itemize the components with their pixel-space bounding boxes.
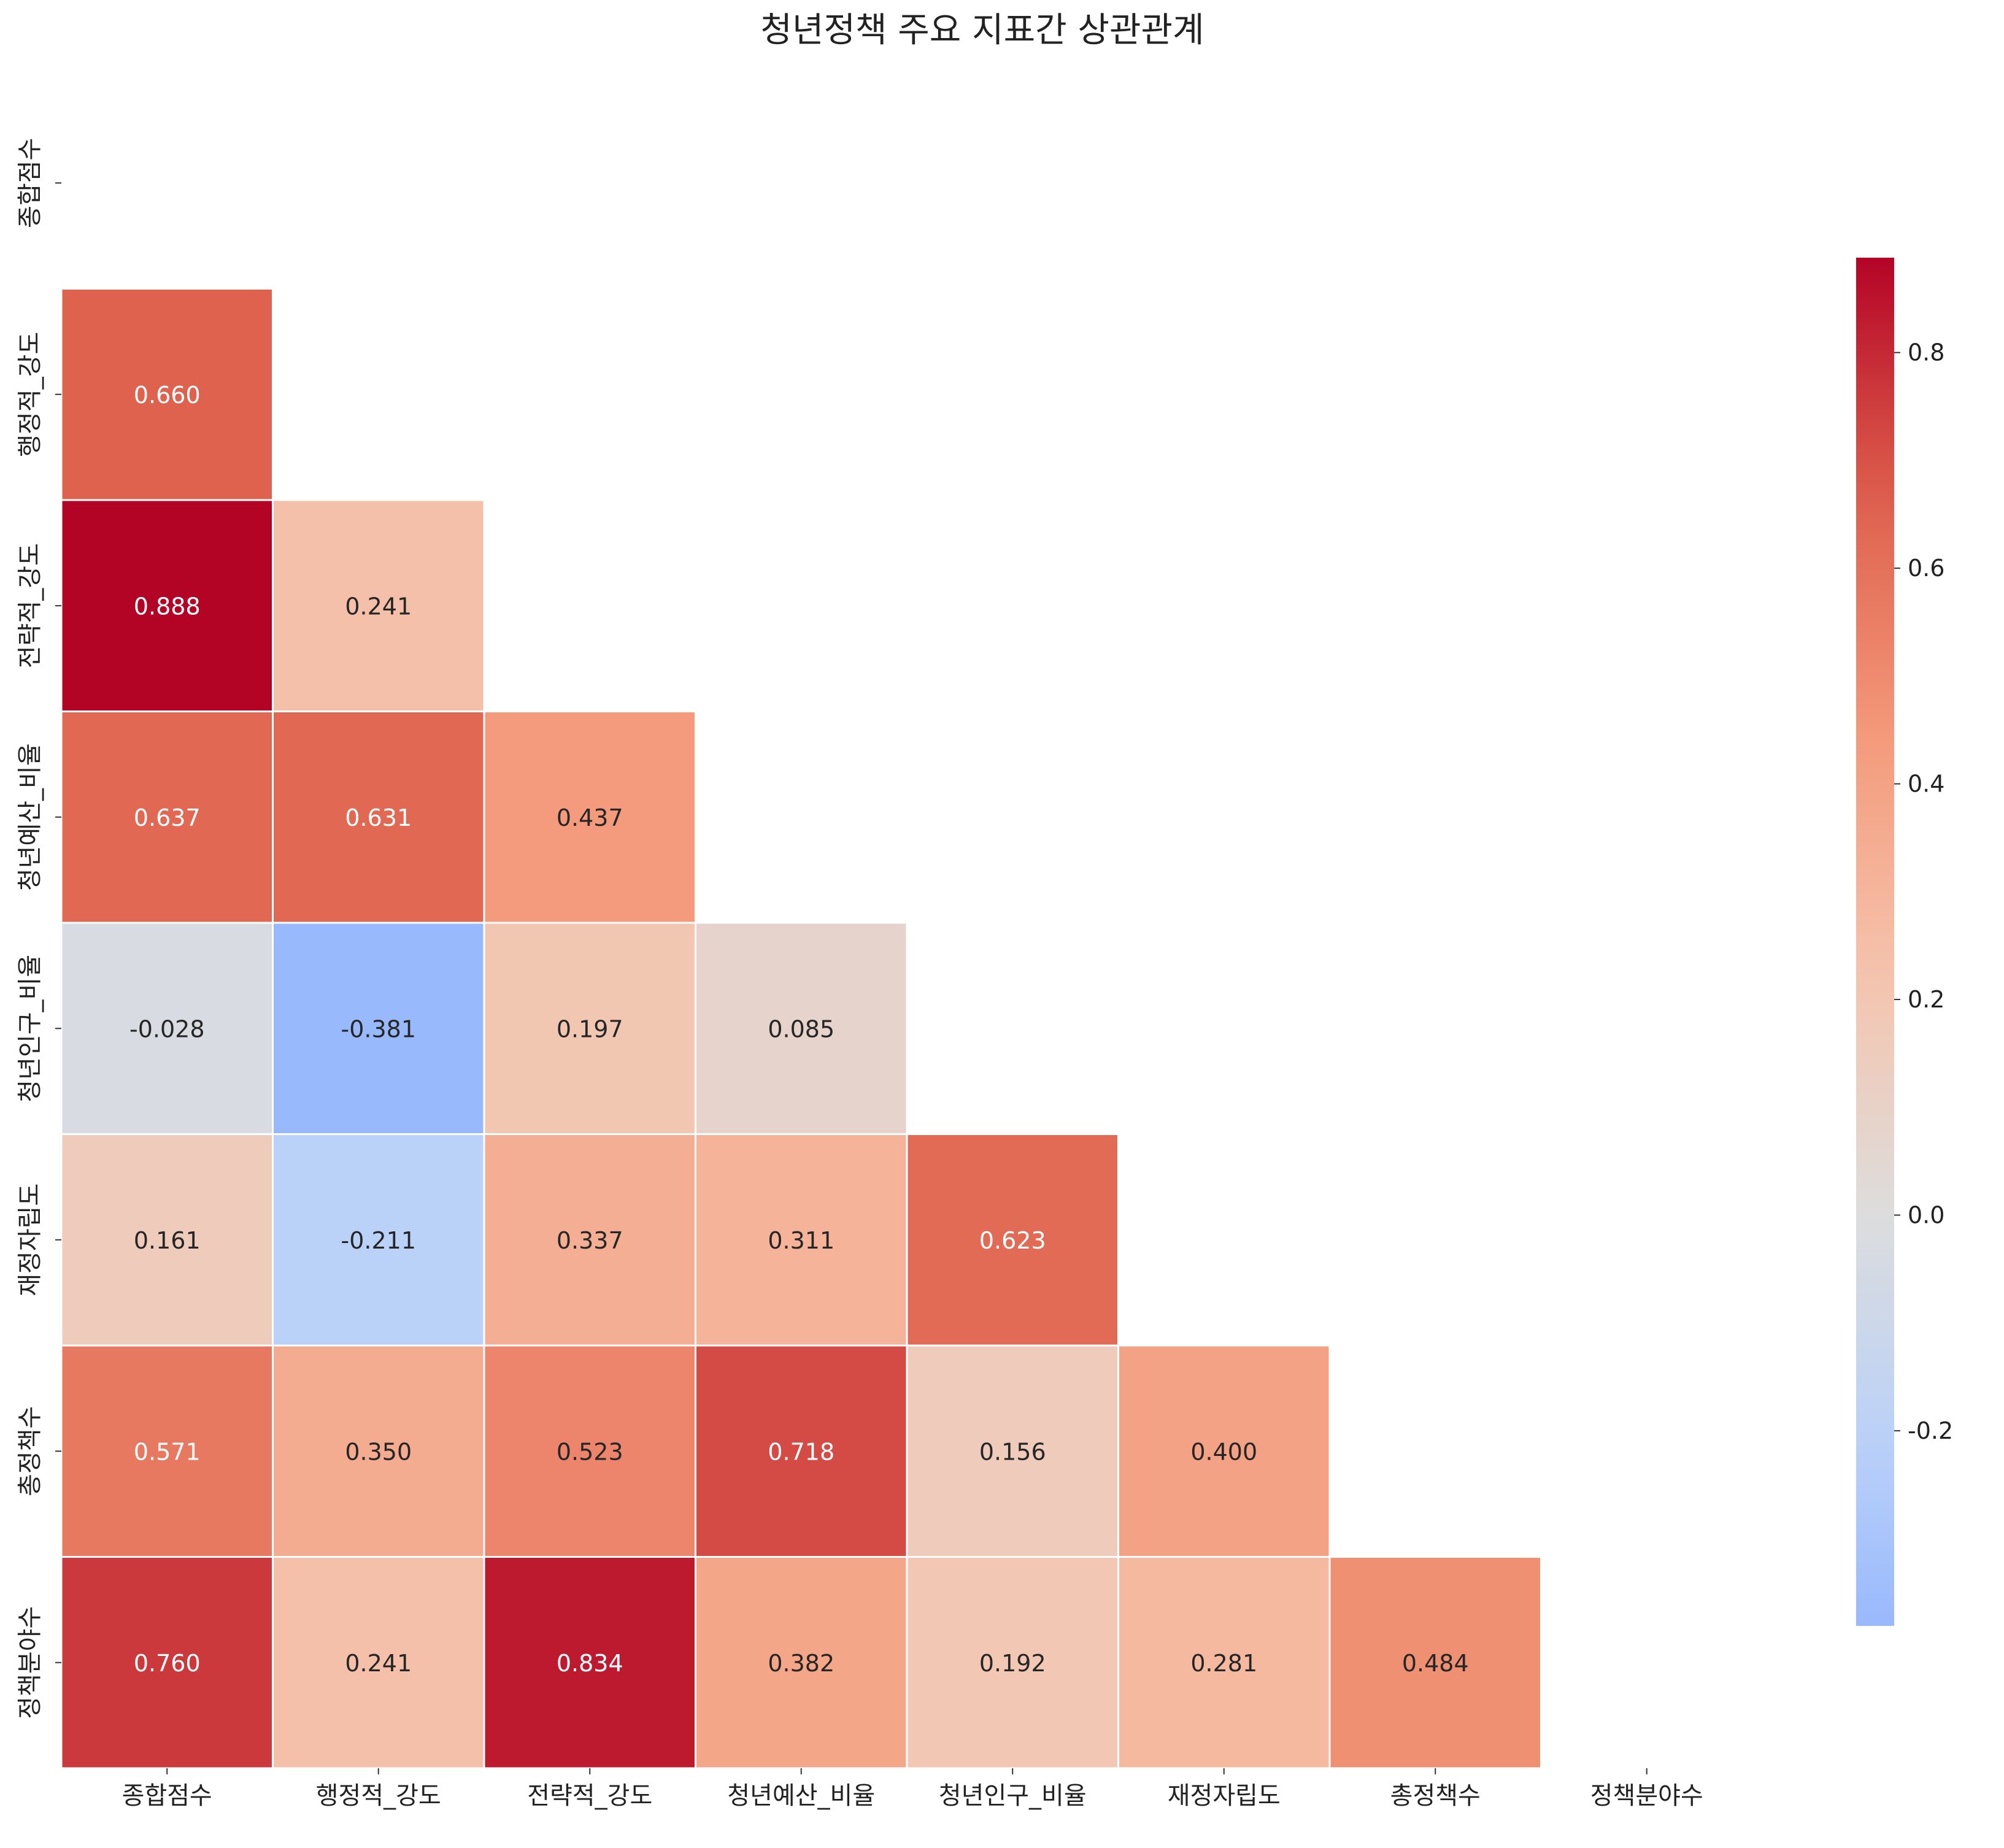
cell-value-label: -0.211: [341, 1227, 417, 1254]
heatmap-cell: [272, 1344, 485, 1558]
heatmap-cell: [60, 499, 274, 712]
y-tick-labels: 종합점수행정적_강도전략적_강도청년예산_비율청년인구_비율재정자립도총정책수정…: [16, 138, 61, 1719]
cell-value-label: 0.085: [768, 1015, 834, 1042]
heatmap-cell: [272, 1556, 485, 1769]
cell-value-label: 0.311: [768, 1227, 834, 1254]
cell-value-label: -0.028: [129, 1015, 205, 1042]
y-tick-label: 전략적_강도: [16, 543, 44, 668]
y-tick-label: 청년예산_비율: [16, 743, 44, 891]
heatmap-cell: [906, 1133, 1119, 1347]
heatmap-cell: [272, 499, 485, 712]
cell-value-label: 0.834: [557, 1650, 623, 1677]
cell-value-label: 0.192: [979, 1650, 1046, 1677]
y-tick-label: 재정자립도: [16, 1184, 44, 1296]
heatmap-cell: [1117, 1556, 1331, 1769]
cell-value-label: 0.660: [134, 382, 201, 409]
x-tick-label: 행정적_강도: [316, 1782, 441, 1810]
y-tick-label: 정책분야수: [16, 1606, 44, 1719]
y-tick-label: 종합점수: [16, 138, 44, 228]
cell-value-label: 0.382: [768, 1650, 834, 1677]
heatmap-cell: [272, 710, 485, 924]
colorbar: [1856, 258, 1894, 1626]
cell-value-label: 0.760: [134, 1650, 201, 1677]
heatmap-cell: [1328, 1556, 1542, 1769]
cell-value-label: 0.523: [557, 1438, 623, 1465]
heatmap-cell: [695, 1556, 908, 1769]
x-tick-label: 총정책수: [1390, 1782, 1481, 1810]
heatmap-cell: [483, 1133, 696, 1347]
colorbar-tick-label: -0.2: [1908, 1417, 1953, 1444]
cell-value-label: -0.381: [341, 1015, 417, 1042]
heatmap-cell: [60, 288, 274, 501]
colorbar-tick-label: 0.6: [1908, 555, 1944, 582]
cell-value-label: 0.631: [345, 804, 412, 831]
heatmap-cell: [60, 1556, 274, 1769]
chart-title: 청년정책 주요 지표간 상관관계: [760, 10, 1204, 50]
colorbar-tick-label: 0.0: [1908, 1201, 1944, 1228]
cell-value-label: 0.197: [557, 1015, 623, 1042]
heatmap-cell: [695, 922, 908, 1135]
cell-value-label: 0.156: [979, 1438, 1046, 1465]
cell-value-label: 0.437: [557, 804, 623, 831]
colorbar-tick-label: 0.2: [1908, 986, 1944, 1013]
cell-value-label: 0.718: [768, 1438, 834, 1465]
cell-value-label: 0.400: [1190, 1438, 1257, 1465]
x-tick-label: 청년예산_비율: [727, 1782, 875, 1810]
x-tick-label: 전략적_강도: [527, 1782, 652, 1810]
cell-value-label: 0.337: [557, 1227, 623, 1254]
x-tick-label: 재정자립도: [1168, 1782, 1281, 1810]
colorbar-tick-label: 0.4: [1908, 771, 1944, 798]
y-tick-label: 행정적_강도: [16, 332, 44, 457]
cell-value-label: 0.623: [979, 1227, 1046, 1254]
cell-value-label: 0.888: [134, 593, 201, 620]
cell-value-label: 0.241: [345, 1650, 412, 1677]
cell-value-label: 0.637: [134, 804, 201, 831]
heatmap-cell: [695, 1344, 908, 1558]
heatmap-cell: [60, 710, 274, 924]
x-tick-label: 정책분야수: [1590, 1782, 1703, 1810]
heatmap-cell: [695, 1133, 908, 1347]
cell-value-label: 0.484: [1402, 1650, 1469, 1677]
cell-value-label: 0.571: [134, 1438, 201, 1465]
cell-value-label: 0.241: [345, 593, 412, 620]
heatmap-cell: [1117, 1344, 1331, 1558]
cell-value-label: 0.281: [1190, 1650, 1257, 1677]
cell-value-label: 0.350: [345, 1438, 412, 1465]
y-tick-label: 청년인구_비율: [16, 955, 44, 1103]
colorbar-tick-label: 0.8: [1908, 339, 1944, 366]
y-tick-label: 총정책수: [16, 1406, 44, 1496]
x-tick-label: 청년인구_비율: [939, 1782, 1087, 1810]
heatmap-cell: [906, 1344, 1119, 1558]
heatmap-cell: [483, 1344, 696, 1558]
x-tick-label: 종합점수: [122, 1782, 212, 1810]
heatmap-cells: 0.660 0.888 0.241 0.637 0.631 0.437 -0.028 -0.3…: [60, 288, 1542, 1769]
cell-value-label: 0.161: [134, 1227, 201, 1254]
heatmap-cell: [272, 1133, 485, 1347]
x-tick-labels: 종합점수 행정적_강도 전략적_강도 청년예산_비율 청년인구_비율 재정자립도 총정책수 정…: [122, 1768, 1703, 1810]
heatmap-cell: [483, 710, 696, 924]
heatmap-cell: [272, 922, 485, 1135]
colorbar-ticks: -0.2 0.0 0.2 0.4 0.6 0.8: [1894, 339, 1953, 1444]
